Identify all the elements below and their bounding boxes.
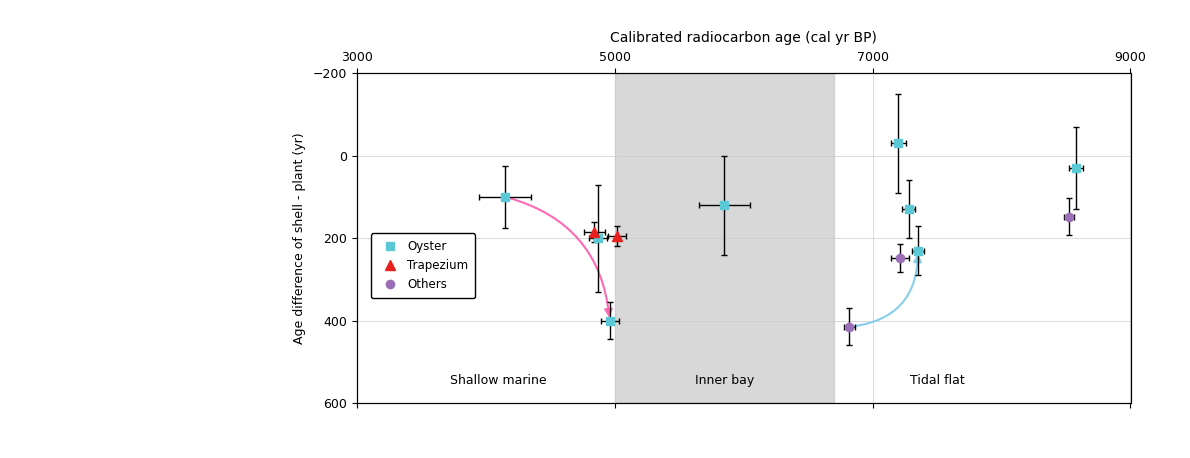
Legend: Oyster, Trapezium, Others: Oyster, Trapezium, Others (370, 233, 476, 298)
Text: Tidal flat: Tidal flat (909, 374, 965, 387)
Bar (615, 73, 834, 403)
Y-axis label: Age difference of shell - plant (yr): Age difference of shell - plant (yr) (293, 132, 306, 344)
Text: Shallow marine: Shallow marine (451, 374, 547, 387)
Text: Inner bay: Inner bay (695, 374, 754, 387)
X-axis label: Calibrated radiocarbon age (cal yr BP): Calibrated radiocarbon age (cal yr BP) (610, 31, 877, 45)
